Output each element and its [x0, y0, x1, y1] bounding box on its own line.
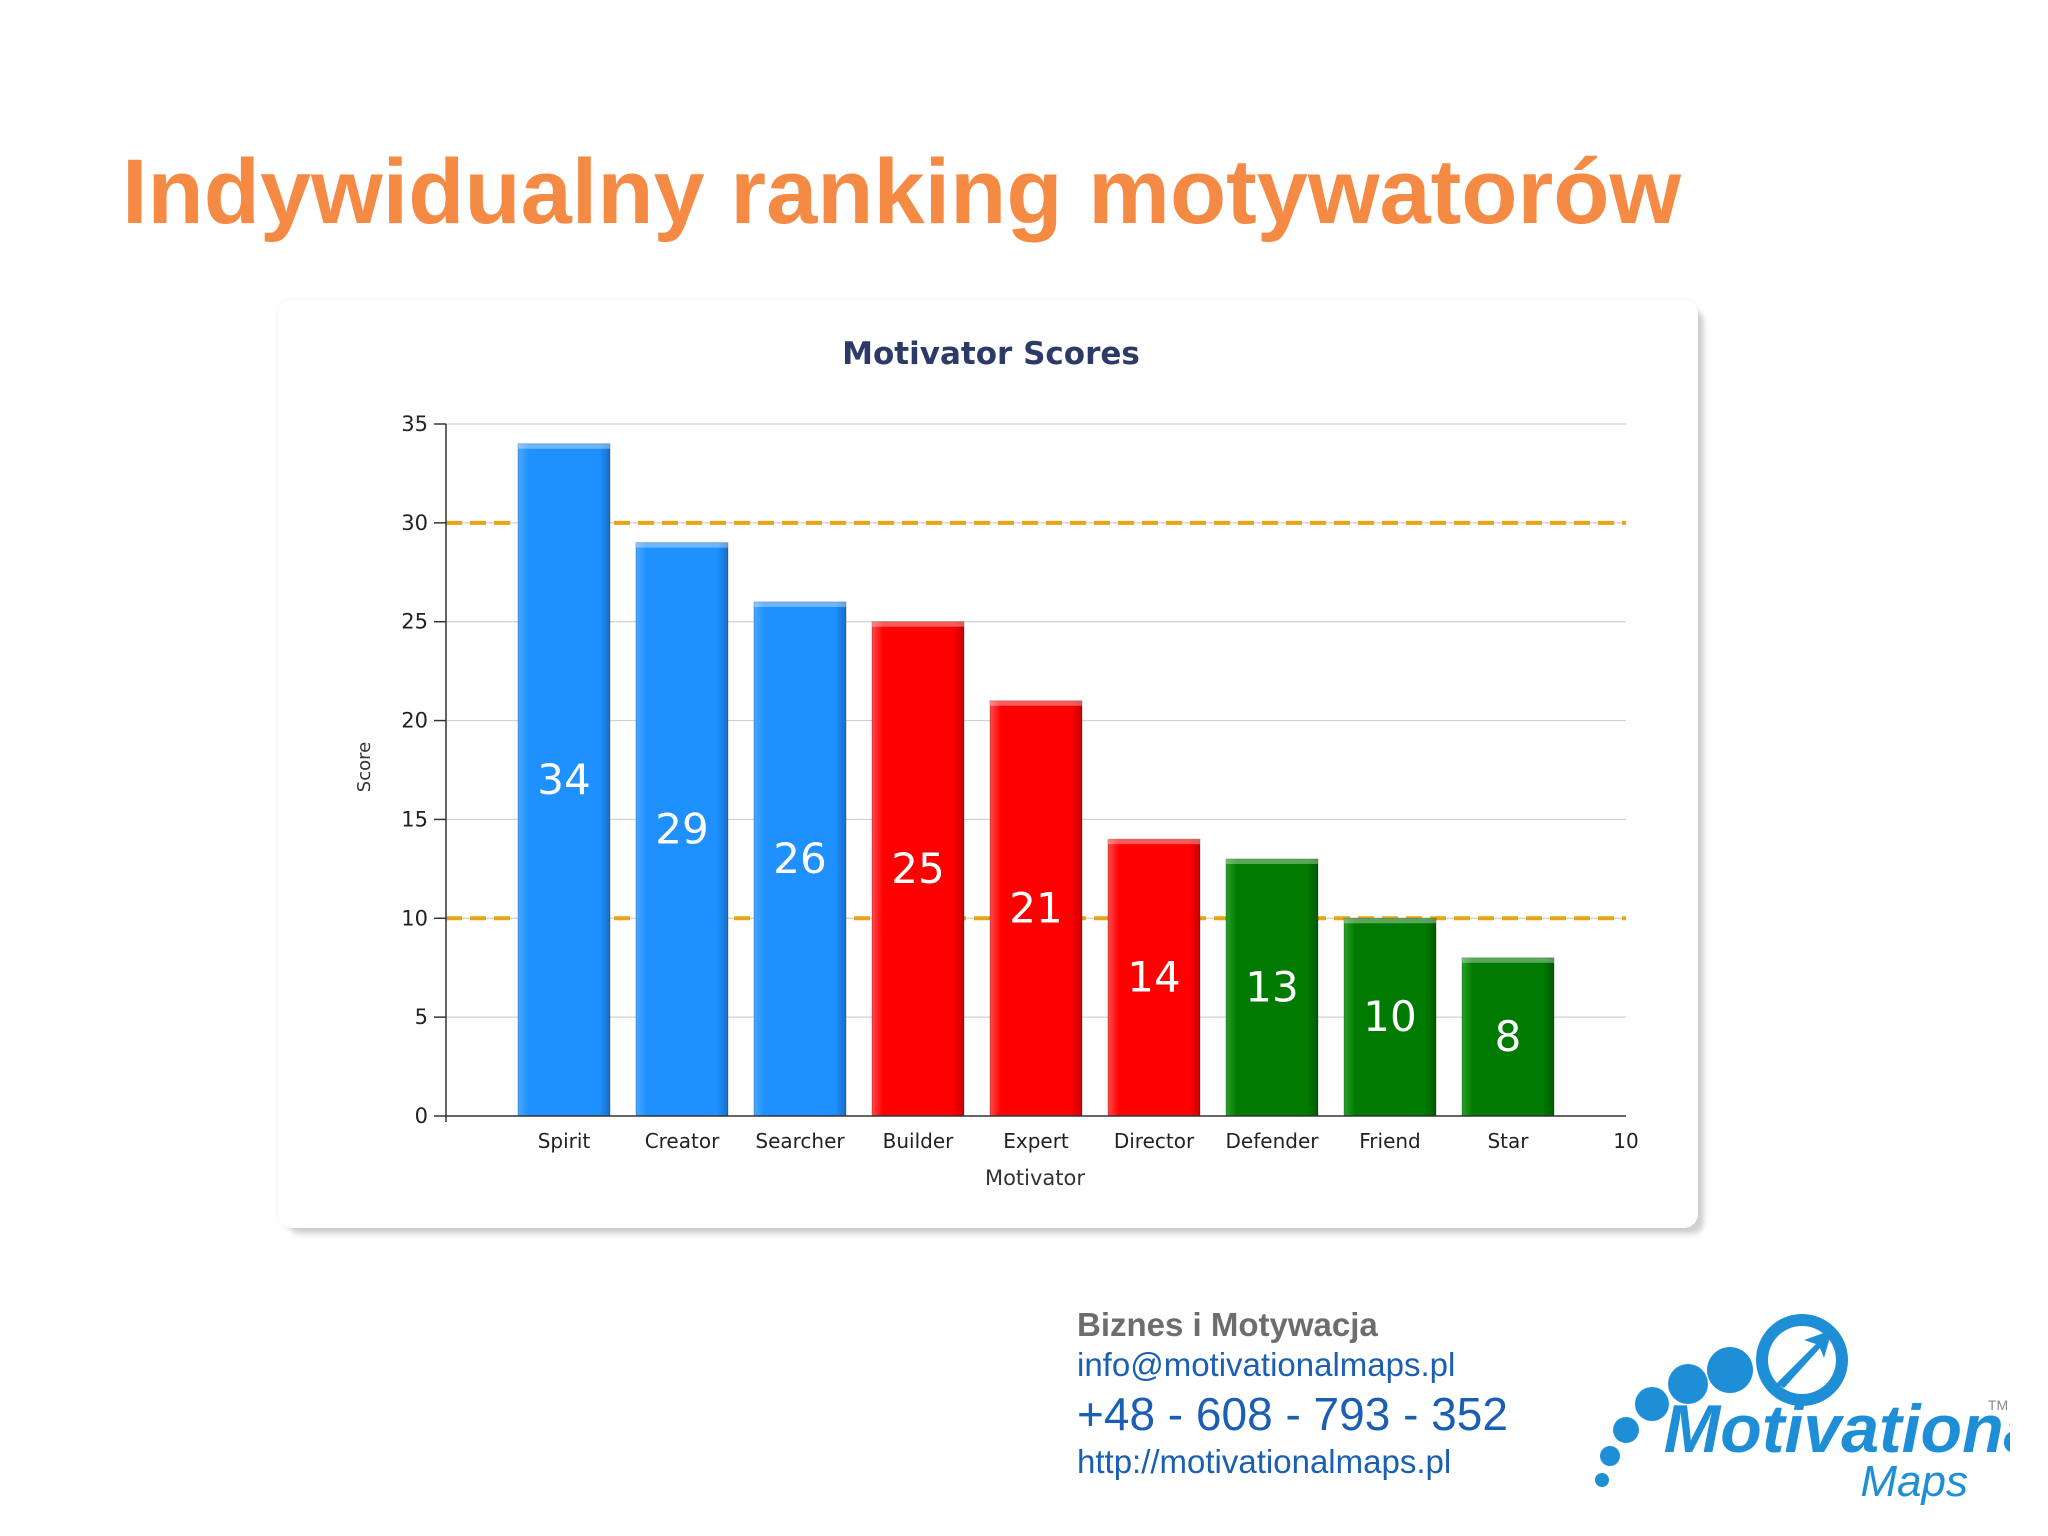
- logo-wordmark: Motivational: [1664, 1391, 2010, 1467]
- page-title: Indywidualny ranking motywatorów: [122, 141, 1682, 243]
- bar-highlight: [1108, 839, 1200, 845]
- bar-highlight: [1344, 918, 1436, 924]
- bar: [753, 601, 847, 1117]
- y-tick-label: 30: [401, 511, 428, 535]
- bar-group: 25: [871, 621, 965, 1117]
- y-axis-label: Score: [354, 742, 375, 792]
- bar: [635, 542, 729, 1117]
- bar-group: 10: [1343, 917, 1437, 1117]
- footer-email-link[interactable]: info@motivationalmaps.pl: [1077, 1346, 1456, 1383]
- chart-panel: Motivator Scores Score Motivator 34 29 26 2…: [278, 300, 1698, 1228]
- bar-value-label: 26: [773, 834, 826, 883]
- bar-group: 14: [1107, 838, 1201, 1117]
- footer-website-link[interactable]: http://motivationalmaps.pl: [1077, 1443, 1452, 1480]
- chart-title: Motivator Scores: [842, 336, 1140, 372]
- bar-group: 21: [989, 700, 1083, 1117]
- y-tick-label: 25: [401, 610, 428, 634]
- bar: [1107, 838, 1201, 1117]
- x-tick-label: Searcher: [755, 1129, 845, 1153]
- x-tick-label: Creator: [645, 1129, 720, 1153]
- logo-subword: Maps: [1860, 1457, 1968, 1506]
- x-tick-label: Spirit: [538, 1129, 591, 1153]
- bar: [871, 621, 965, 1117]
- footer-company-name: Biznes i Motywacja: [1077, 1306, 1378, 1343]
- motivator-scores-chart: Motivator Scores Score Motivator 34 29 26 2…: [354, 336, 1639, 1190]
- bar-group: 8: [1461, 957, 1555, 1117]
- bar-group: 13: [1225, 858, 1319, 1117]
- x-tick-label: Expert: [1003, 1129, 1069, 1153]
- x-tick-label: Star: [1487, 1129, 1529, 1153]
- bar-value-label: 25: [891, 844, 944, 893]
- bar-group: 26: [753, 601, 847, 1117]
- x-tick-label-trailing: 10: [1613, 1129, 1638, 1153]
- y-tick-label: 20: [401, 709, 428, 733]
- x-tick-label: Director: [1114, 1129, 1195, 1153]
- bar-highlight: [636, 542, 728, 548]
- y-tick-label: 5: [415, 1005, 428, 1029]
- y-tick-label: 35: [401, 412, 428, 436]
- bubbles-arrow-icon: [1595, 1314, 1848, 1487]
- bar-group: 29: [635, 542, 729, 1117]
- y-tick-label: 0: [415, 1104, 428, 1128]
- bar-value-label: 13: [1245, 962, 1298, 1011]
- x-tick-label: Defender: [1226, 1129, 1320, 1153]
- bar-highlight: [1226, 858, 1318, 864]
- y-tick-label: 10: [401, 906, 428, 930]
- bar-value-label: 8: [1495, 1012, 1522, 1061]
- bar-highlight: [754, 601, 846, 607]
- bar-highlight: [872, 621, 964, 627]
- bar: [1461, 957, 1555, 1117]
- bar-highlight: [1462, 957, 1554, 963]
- bar: [989, 700, 1083, 1117]
- logo-tm: TM: [1988, 1397, 2008, 1413]
- bar-highlight: [518, 443, 610, 449]
- bar-value-label: 29: [655, 804, 708, 853]
- bar-value-label: 14: [1127, 953, 1180, 1002]
- bar-highlight: [990, 700, 1082, 706]
- bar-value-label: 10: [1363, 992, 1416, 1041]
- x-tick-label: Friend: [1359, 1129, 1421, 1153]
- bar-value-label: 21: [1009, 883, 1062, 932]
- bar: [1343, 917, 1437, 1117]
- bar: [1225, 858, 1319, 1117]
- x-tick-label: Builder: [883, 1129, 955, 1153]
- x-axis-label: Motivator: [985, 1166, 1085, 1190]
- motivational-maps-logo: Motivational TM Maps: [1595, 1314, 2010, 1506]
- bar-group: 34: [517, 443, 611, 1117]
- y-tick-label: 15: [401, 807, 428, 831]
- footer-phone: +48 - 608 - 793 - 352: [1077, 1388, 1508, 1440]
- bar-value-label: 34: [537, 755, 590, 804]
